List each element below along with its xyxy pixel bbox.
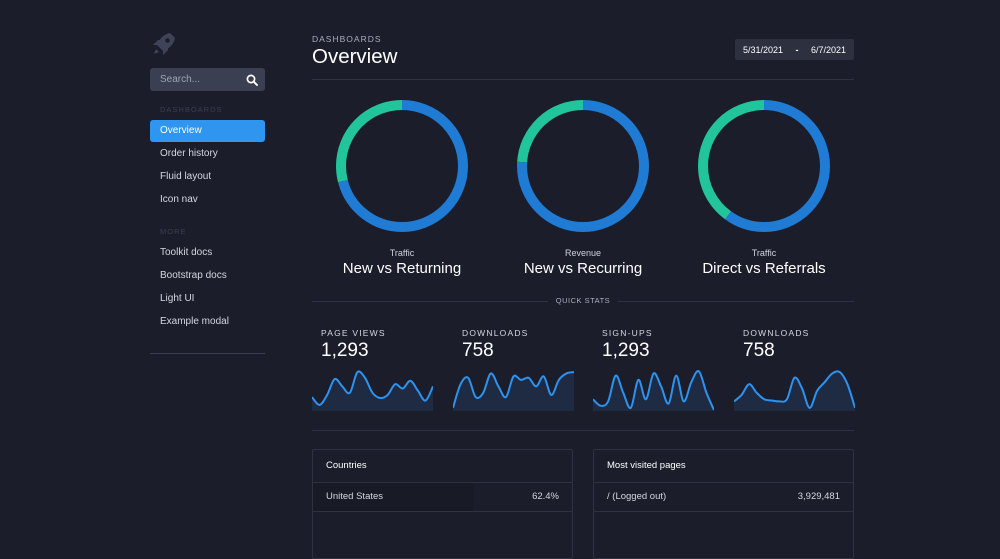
stats-divider	[312, 430, 854, 431]
date-range-picker[interactable]: 5/31/2021 - 6/7/2021	[735, 39, 854, 60]
stat-page-views: PAGE VIEWS 1,293	[312, 328, 433, 411]
sparkline-line	[734, 370, 855, 409]
divider-line-left	[312, 301, 548, 302]
donut-caption: Revenue	[564, 248, 602, 258]
quick-stats-label: QUICK STATS	[555, 296, 611, 305]
sidebar-item-fluid-layout[interactable]: Fluid layout	[160, 171, 212, 182]
donut-traffic-new-vs-returning: Traffic New vs Returning	[322, 98, 482, 277]
search-box[interactable]	[150, 68, 265, 91]
donut-segment-green	[517, 100, 649, 232]
divider-line-right	[618, 301, 854, 302]
panel-title: Most visited pages	[594, 450, 853, 483]
row-fill-bar	[313, 483, 474, 511]
page-title: Overview	[312, 45, 398, 68]
rocket-icon[interactable]	[150, 30, 178, 58]
most-visited-pages-panel: Most visited pages / (Logged out) 3,929,…	[593, 449, 854, 559]
stat-label: SIGN-UPS	[602, 328, 653, 338]
sidebar: DASHBOARDS Overview Order history Fluid …	[150, 30, 265, 354]
date-separator: -	[795, 44, 799, 55]
stat-sign-ups: SIGN-UPS 1,293	[593, 328, 714, 411]
sidebar-item-overview[interactable]: Overview	[150, 120, 265, 142]
search-icon[interactable]	[245, 73, 259, 87]
sparkline	[734, 370, 855, 411]
breadcrumb: DASHBOARDS	[312, 34, 382, 44]
stat-downloads: DOWNLOADS 758	[453, 328, 574, 411]
quick-stats: PAGE VIEWS 1,293 DOWNLOADS 758 SIGN-UPS …	[312, 328, 855, 411]
sparkline-line	[312, 370, 433, 406]
stat-label: DOWNLOADS	[462, 328, 529, 338]
stat-label: DOWNLOADS	[743, 328, 810, 338]
donut-caption: Traffic	[389, 248, 415, 258]
stat-value: 758	[743, 340, 775, 361]
stat-label: PAGE VIEWS	[321, 328, 386, 338]
stat-value: 1,293	[602, 340, 650, 361]
table-row[interactable]: United States 62.4%	[313, 483, 572, 512]
donut-segment-green	[336, 100, 468, 232]
nav-header-dashboards: DASHBOARDS	[160, 105, 223, 114]
nav-header-more: MORE	[160, 227, 187, 236]
donut-title: New vs Returning	[342, 260, 462, 277]
header-divider	[312, 79, 854, 80]
table-row[interactable]: / (Logged out) 3,929,481	[594, 483, 853, 512]
donut-title: Direct vs Referrals	[702, 260, 826, 277]
donut-segment-green	[698, 100, 830, 232]
date-start[interactable]: 5/31/2021	[743, 44, 784, 55]
sidebar-item-icon-nav[interactable]: Icon nav	[160, 194, 198, 205]
donut-chart	[517, 100, 649, 232]
stat-value: 1,293	[321, 340, 369, 361]
sparkline-line	[593, 370, 714, 411]
donut-traffic-direct-vs-referrals: Traffic Direct vs Referrals	[684, 98, 844, 277]
panel-title: Countries	[313, 450, 572, 483]
date-end[interactable]: 6/7/2021	[810, 44, 846, 55]
sparkline	[312, 370, 433, 411]
sparkline-area	[453, 372, 574, 411]
donut-chart	[698, 100, 830, 232]
sidebar-item-example-modal[interactable]: Example modal	[160, 316, 229, 327]
sidebar-item-toolkit-docs[interactable]: Toolkit docs	[160, 247, 213, 258]
donut-caption: Traffic	[751, 248, 777, 258]
donut-revenue-new-vs-recurring: Revenue New vs Recurring	[503, 98, 663, 277]
sidebar-item-light-ui[interactable]: Light UI	[160, 293, 195, 304]
donut-title: New vs Recurring	[523, 260, 643, 277]
search-input[interactable]	[160, 74, 245, 85]
sparkline-line	[453, 371, 574, 409]
countries-panel: Countries United States 62.4%	[312, 449, 573, 559]
row-label: United States	[326, 491, 384, 502]
donut-row: Traffic New vs Returning Revenue New vs …	[312, 98, 854, 278]
stat-downloads-2: DOWNLOADS 758	[734, 328, 855, 411]
sparkline-area	[312, 371, 433, 411]
main-content: DASHBOARDS Overview 5/31/2021 - 6/7/2021…	[312, 30, 855, 559]
sparkline-area	[734, 371, 855, 411]
stat-value: 758	[462, 340, 494, 361]
quick-stats-divider: QUICK STATS	[312, 296, 854, 308]
sparkline	[593, 370, 714, 411]
sparkline	[453, 371, 574, 411]
sidebar-item-order-history[interactable]: Order history	[160, 148, 218, 159]
sparkline-area	[593, 371, 714, 411]
donut-chart	[336, 100, 468, 232]
sidebar-item-bootstrap-docs[interactable]: Bootstrap docs	[160, 270, 227, 281]
row-value: 62.4%	[532, 491, 559, 502]
row-label: / (Logged out)	[607, 491, 667, 502]
row-value: 3,929,481	[797, 491, 840, 502]
sidebar-divider	[150, 353, 265, 354]
